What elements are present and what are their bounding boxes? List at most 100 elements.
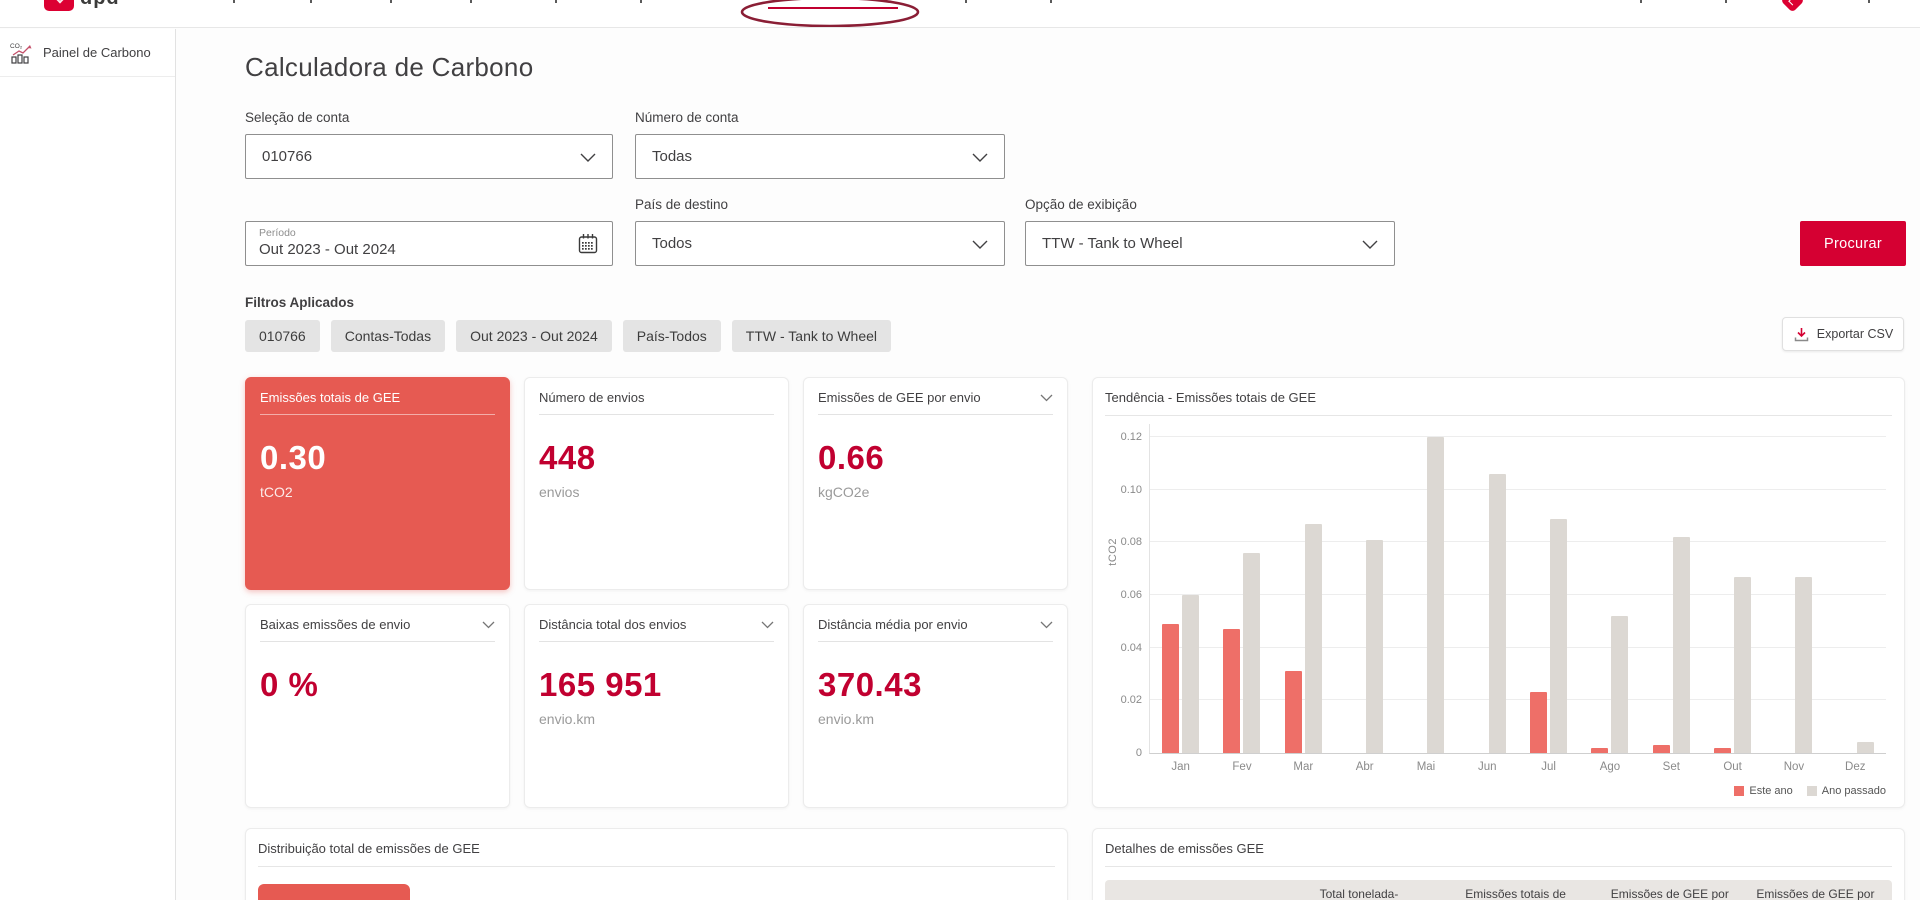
dpd-logo-text: dpd bbox=[80, 0, 120, 10]
dpd-parcel-icon bbox=[1780, 0, 1804, 13]
month-group bbox=[1273, 424, 1334, 753]
bar-ano-passado bbox=[1795, 577, 1812, 753]
kpi-unit: envio.km bbox=[539, 711, 774, 727]
account-number-dropdown[interactable]: Todas bbox=[635, 134, 1005, 179]
nav-text-fragment bbox=[1640, 0, 1642, 3]
kpi-card[interactable]: Distância média por envio370.43envio.km bbox=[803, 604, 1068, 808]
display-option-dropdown[interactable]: TTW - Tank to Wheel bbox=[1025, 221, 1395, 266]
details-table-header-row: Total tonelada-quilómetros (tkm)Emissões… bbox=[1105, 880, 1892, 900]
details-card: Detalhes de emissões GEE Total tonelada-… bbox=[1092, 828, 1905, 900]
destination-country-dropdown[interactable]: Todos bbox=[635, 221, 1005, 266]
kpi-card[interactable]: Emissões totais de GEE0.30tCO2 bbox=[245, 377, 510, 590]
chevron-down-icon[interactable] bbox=[761, 621, 774, 629]
chevron-down-icon[interactable] bbox=[1040, 621, 1053, 629]
applied-filter-chips: 010766Contas-TodasOut 2023 - Out 2024Paí… bbox=[245, 320, 891, 352]
y-axis-tick: 0.12 bbox=[1104, 431, 1142, 443]
co2-chart-icon: CO₂ bbox=[10, 42, 34, 64]
x-axis-labels: JanFevMarAbrMaiJunJulAgoSetOutNovDez bbox=[1150, 761, 1886, 773]
export-csv-label: Exportar CSV bbox=[1817, 327, 1893, 341]
chart-title: Tendência - Emissões totais de GEE bbox=[1093, 378, 1904, 405]
legend-label: Ano passado bbox=[1822, 785, 1886, 797]
x-axis-tick: Nov bbox=[1763, 761, 1824, 773]
sidebar-item-painel-de-carbono[interactable]: CO₂ Painel de Carbono bbox=[0, 29, 175, 77]
kpi-value: 165 951 bbox=[539, 666, 774, 704]
y-axis-tick: 0.08 bbox=[1104, 536, 1142, 548]
x-axis-tick: Mai bbox=[1395, 761, 1456, 773]
nav-text-fragment bbox=[310, 0, 312, 3]
kpi-card-title: Baixas emissões de envio bbox=[260, 617, 410, 632]
x-axis-tick: Jul bbox=[1518, 761, 1579, 773]
account-select-value: 010766 bbox=[262, 148, 312, 165]
kpi-card-title: Emissões totais de GEE bbox=[260, 390, 400, 405]
kpi-card-title: Número de envios bbox=[539, 390, 645, 405]
divider bbox=[818, 641, 1053, 642]
kpi-card-header: Emissões totais de GEE bbox=[260, 390, 495, 405]
table-header-cell bbox=[1105, 880, 1310, 900]
month-group bbox=[1457, 424, 1518, 753]
annotation-ellipse bbox=[730, 0, 930, 28]
chevron-down-icon bbox=[1362, 240, 1378, 249]
kpi-card[interactable]: Distância total dos envios 165 951 envio.k… bbox=[524, 604, 789, 808]
bar-ano-passado bbox=[1857, 742, 1874, 753]
nav-text-fragment bbox=[233, 0, 235, 3]
y-axis-tick: 0.04 bbox=[1104, 642, 1142, 654]
distribution-segment bbox=[258, 884, 410, 900]
month-group bbox=[1579, 424, 1640, 753]
display-option-value: TTW - Tank to Wheel bbox=[1042, 235, 1183, 252]
kpi-card[interactable]: Emissões de GEE por envio0.66kgCO2e bbox=[803, 377, 1068, 590]
distribution-card-title: Distribuição total de emissões de GEE bbox=[246, 829, 1067, 856]
nav-text-fragment bbox=[1725, 0, 1727, 3]
kpi-card-header: Emissões de GEE por envio bbox=[818, 390, 1053, 405]
bar-este-ano bbox=[1530, 692, 1547, 753]
x-axis-tick: Abr bbox=[1334, 761, 1395, 773]
chevron-down-icon bbox=[580, 153, 596, 162]
kpi-card-title: Distância total dos envios bbox=[539, 617, 686, 632]
period-label: Período bbox=[259, 227, 296, 239]
chart-plot-area: 00.020.040.060.080.100.12JanFevMarAbrMai… bbox=[1149, 424, 1886, 754]
y-axis-tick: 0.06 bbox=[1104, 589, 1142, 601]
account-select-dropdown[interactable]: 010766 bbox=[245, 134, 613, 179]
account-number-value: Todas bbox=[652, 148, 692, 165]
nav-text-fragment bbox=[555, 0, 557, 3]
x-axis-tick: Set bbox=[1641, 761, 1702, 773]
divider bbox=[818, 414, 1053, 415]
destination-country-label: País de destino bbox=[635, 197, 728, 212]
account-select-label: Seleção de conta bbox=[245, 110, 349, 125]
legend-swatch bbox=[1734, 786, 1744, 796]
x-axis-tick: Dez bbox=[1825, 761, 1886, 773]
kpi-grid: Emissões totais de GEE0.30tCO2Número de … bbox=[245, 377, 1068, 808]
bar-ano-passado bbox=[1305, 524, 1322, 753]
divider bbox=[260, 641, 495, 642]
month-group bbox=[1334, 424, 1395, 753]
kpi-value: 370.43 bbox=[818, 666, 1053, 704]
chevron-down-icon bbox=[972, 153, 988, 162]
calendar-icon[interactable] bbox=[576, 232, 600, 256]
table-header-cell: Emissões de GEE por tkm (kgCO2e) bbox=[1746, 880, 1892, 900]
kpi-card[interactable]: Número de envios448envios bbox=[524, 377, 789, 590]
kpi-card-title: Distância média por envio bbox=[818, 617, 968, 632]
bar-ano-passado bbox=[1427, 437, 1444, 753]
chevron-down-icon[interactable] bbox=[482, 621, 495, 629]
search-button[interactable]: Procurar bbox=[1800, 221, 1906, 266]
period-field[interactable]: Período Out 2023 - Out 2024 bbox=[245, 221, 613, 266]
y-axis-tick: 0.10 bbox=[1104, 484, 1142, 496]
divider bbox=[1105, 415, 1892, 416]
filter-chip: País-Todos bbox=[623, 320, 721, 352]
kpi-value: 0.30 bbox=[260, 439, 495, 477]
page-title: Calculadora de Carbono bbox=[245, 52, 533, 83]
x-axis-tick: Jun bbox=[1457, 761, 1518, 773]
bar-este-ano bbox=[1714, 748, 1731, 753]
filter-chip: 010766 bbox=[245, 320, 320, 352]
bar-este-ano bbox=[1223, 629, 1240, 753]
export-csv-button[interactable]: Exportar CSV bbox=[1782, 317, 1904, 351]
y-axis-tick: 0 bbox=[1104, 747, 1142, 759]
month-group bbox=[1641, 424, 1702, 753]
chevron-down-icon[interactable] bbox=[1040, 394, 1053, 402]
download-icon bbox=[1793, 326, 1810, 343]
divider bbox=[539, 414, 774, 415]
kpi-card[interactable]: Baixas emissões de envio0 % bbox=[245, 604, 510, 808]
sidebar-item-label: Painel de Carbono bbox=[43, 45, 151, 60]
y-axis-tick: 0.02 bbox=[1104, 694, 1142, 706]
display-option-label: Opção de exibição bbox=[1025, 197, 1137, 212]
divider bbox=[539, 641, 774, 642]
